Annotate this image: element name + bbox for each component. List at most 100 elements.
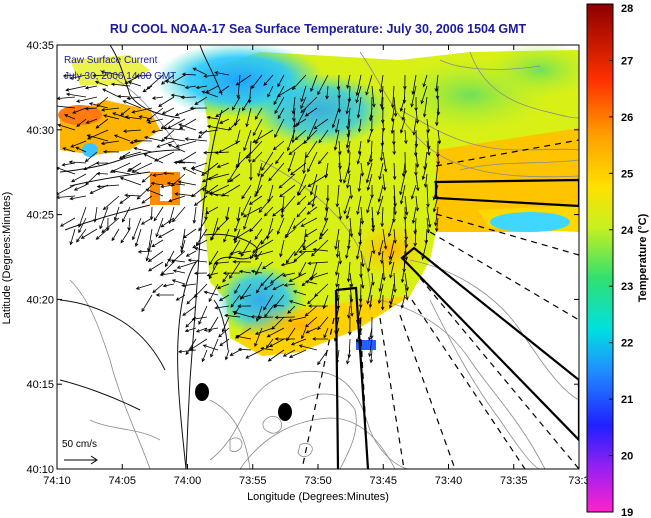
- current-vector: [317, 349, 329, 366]
- current-vector: [168, 195, 186, 203]
- current-vector: [287, 305, 296, 314]
- current-vector: [178, 123, 197, 131]
- current-vector: [266, 327, 285, 338]
- current-vector: [345, 206, 351, 220]
- current-vector: [184, 137, 208, 142]
- current-vector: [357, 140, 362, 156]
- colorbar-tick-label: 20: [621, 451, 633, 463]
- current-vector: [420, 85, 428, 105]
- current-vector: [166, 181, 186, 186]
- current-vector: [254, 184, 263, 198]
- current-vector: [284, 228, 296, 238]
- current-vector: [293, 250, 307, 262]
- current-vector: [224, 313, 241, 318]
- current-vector: [62, 73, 76, 78]
- current-vector: [63, 114, 76, 120]
- current-vector: [317, 151, 329, 165]
- current-vector: [126, 96, 142, 101]
- current-vector: [355, 85, 362, 104]
- colorbar-tick-label: 22: [621, 338, 633, 350]
- current-vector: [219, 118, 230, 124]
- current-vector: [300, 96, 307, 110]
- y-tick-label: 40:15: [26, 379, 54, 391]
- current-vector: [378, 239, 384, 257]
- current-vector: [159, 272, 175, 277]
- current-vector: [333, 129, 340, 151]
- current-vector: [298, 250, 318, 254]
- current-vector: [117, 94, 131, 99]
- current-vector: [210, 338, 219, 358]
- current-vector: [401, 107, 406, 121]
- current-vector: [380, 206, 384, 228]
- current-vector: [356, 195, 362, 216]
- current-vector: [180, 95, 197, 100]
- sector-southeast: [400, 246, 579, 442]
- current-vector: [423, 173, 428, 188]
- current-vector: [335, 283, 340, 302]
- current-vector: [258, 195, 274, 213]
- current-vector: [235, 74, 252, 86]
- current-vector: [167, 258, 186, 263]
- current-vector: [349, 294, 354, 317]
- current-vector: [95, 228, 109, 240]
- current-vector: [162, 126, 186, 131]
- current-vector: [307, 151, 318, 173]
- current-vector: [59, 217, 76, 227]
- current-vector: [307, 173, 329, 187]
- current-vector: [389, 294, 395, 309]
- current-vector: [412, 118, 417, 136]
- current-vector: [347, 305, 351, 319]
- x-tick-label: 73:50: [304, 475, 332, 487]
- current-vector: [122, 206, 131, 223]
- current-vector: [182, 305, 197, 316]
- current-vector: [263, 74, 274, 86]
- current-vector: [214, 305, 230, 310]
- current-vector: [248, 140, 252, 164]
- current-vector: [68, 160, 87, 164]
- colorbar-tick-label: 28: [621, 3, 633, 15]
- current-vector: [426, 140, 431, 156]
- current-vector: [190, 167, 208, 175]
- current-vector: [195, 327, 208, 333]
- current-vector: [292, 217, 307, 229]
- current-vector: [369, 316, 374, 340]
- current-vector: [86, 134, 109, 142]
- current-vector: [110, 82, 131, 87]
- current-vector: [272, 303, 285, 308]
- current-vector: [296, 206, 307, 218]
- current-vector: [421, 239, 428, 261]
- current-vector: [192, 67, 208, 76]
- current-vector: [301, 272, 318, 287]
- x-axis: 74:10 74:05 74:00 73:55 73:50 73:45 73:40 73:35…: [43, 45, 590, 487]
- current-vector: [175, 140, 197, 148]
- scale-arrow: [64, 455, 98, 465]
- current-vector: [280, 261, 296, 267]
- current-vector: [222, 272, 230, 283]
- current-vector: [357, 173, 362, 193]
- current-vector: [177, 180, 197, 186]
- current-vector: [263, 294, 274, 311]
- current-vector: [393, 228, 397, 245]
- current-vector: [252, 118, 263, 137]
- current-vector: [256, 305, 263, 323]
- current-vector: [243, 206, 252, 231]
- current-vector: [437, 129, 442, 145]
- current-vector: [286, 327, 296, 342]
- current-vector: [273, 85, 285, 106]
- current-vector: [287, 316, 307, 323]
- current-vector: [216, 162, 230, 168]
- current-vector: [100, 140, 120, 146]
- current-vector: [359, 338, 363, 356]
- current-vector: [377, 283, 384, 305]
- current-vector: [368, 107, 373, 122]
- current-vector: [318, 228, 329, 240]
- current-vector: [366, 283, 373, 305]
- current-vector: [156, 140, 175, 148]
- current-vector: [76, 96, 98, 103]
- current-vector: [345, 239, 351, 259]
- current-vector: [119, 195, 131, 205]
- current-vector: [338, 206, 342, 221]
- current-vector: [369, 349, 374, 364]
- current-vector: [415, 151, 420, 168]
- current-vector: [57, 195, 76, 200]
